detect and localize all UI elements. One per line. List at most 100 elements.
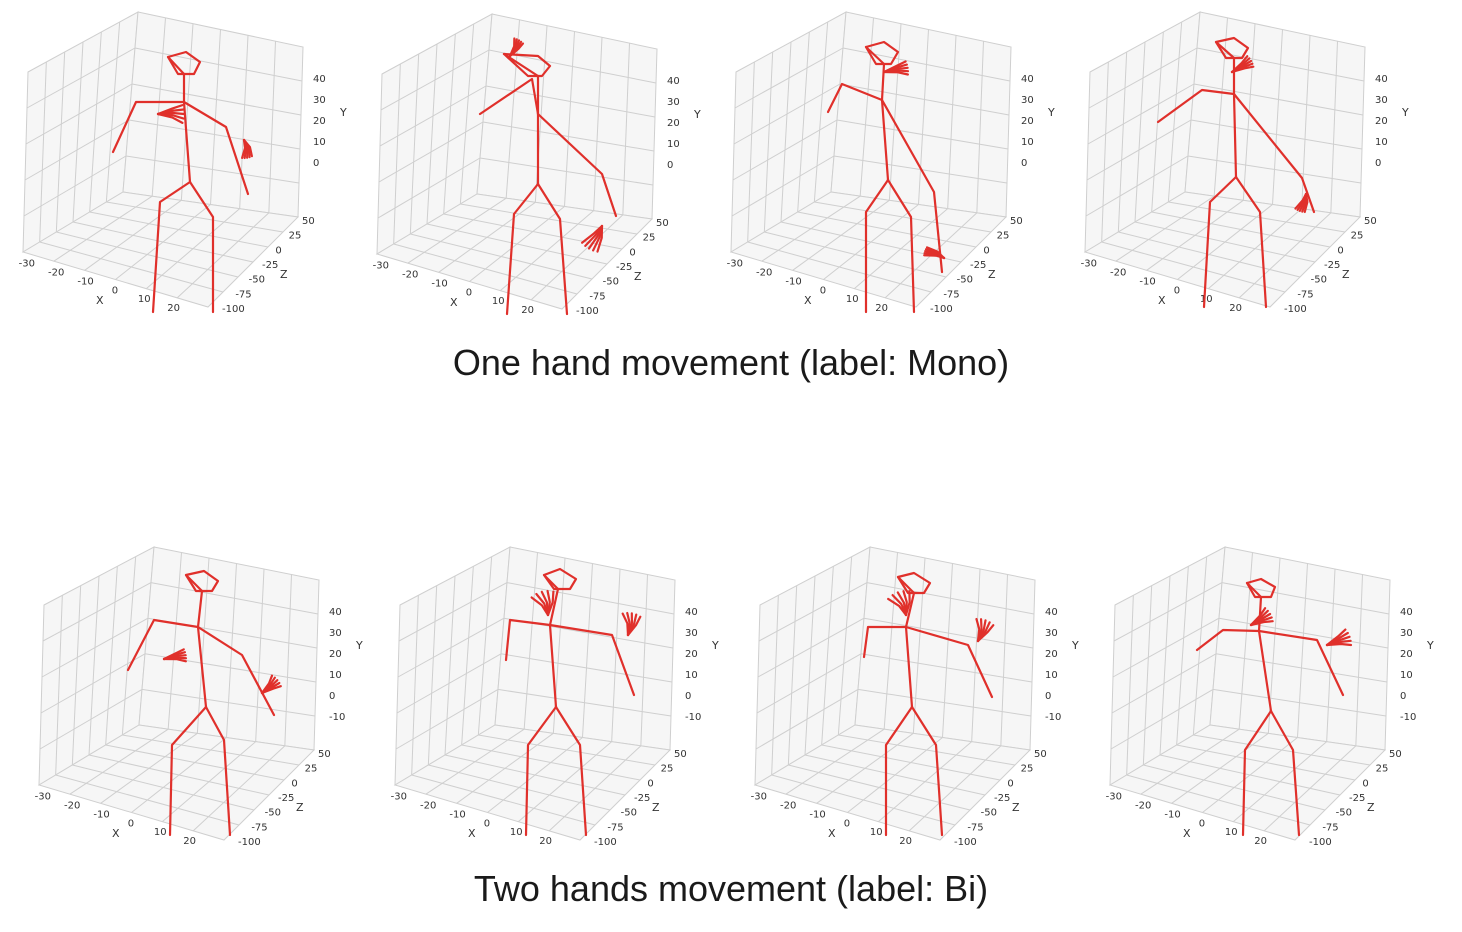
grid-line: [427, 585, 438, 766]
grid-line: [1355, 574, 1363, 746]
z-tick-label: -100: [222, 304, 245, 315]
finger: [1230, 65, 1255, 74]
z-tick-label: -100: [1309, 837, 1332, 848]
grid-line: [1143, 764, 1326, 811]
grid-line: [506, 582, 675, 615]
grid-line: [1168, 201, 1346, 233]
grid-line: [859, 17, 874, 197]
grid-line: [622, 43, 630, 215]
y-tick-label: -10: [329, 712, 345, 723]
grid-line: [482, 121, 655, 152]
z-tick-label: -25: [634, 793, 650, 804]
finger: [626, 615, 642, 637]
y-tick-label: 40: [329, 607, 342, 618]
grid-line: [397, 617, 505, 678]
x-tick-label: -30: [1081, 259, 1097, 270]
skeleton: [504, 567, 642, 837]
z-tick-label: 25: [1021, 764, 1034, 775]
y-tick-label: 10: [1375, 137, 1388, 148]
y-tick-label: 20: [1021, 116, 1034, 127]
grid-line: [1215, 653, 1388, 683]
skeleton-plot-bi-1: -30 -20 -10 0 10 20 X 50 25 0 -25 -50 -75 -100 Z 40 30 20…: [24, 535, 374, 855]
z-axis-label: Z: [1012, 801, 1020, 814]
finger: [508, 42, 525, 58]
plot-canvas: -30-20-1001020X50250-25-50-75-100Z403020…: [391, 546, 719, 848]
grid-line: [411, 774, 596, 826]
grid-line: [837, 556, 853, 736]
grid-line: [918, 29, 929, 205]
z-tick-label: -25: [1324, 260, 1340, 271]
grid-line: [141, 688, 316, 717]
x-tick-label: -10: [449, 809, 465, 820]
grid-line: [105, 566, 118, 746]
y-tick-label: 30: [329, 628, 342, 639]
grid-line: [593, 37, 603, 211]
grid-line: [443, 33, 456, 215]
left-arm: [111, 100, 186, 154]
grid-line: [866, 582, 1035, 615]
grid-line: [461, 744, 641, 781]
right-arm: [536, 112, 618, 218]
grid-line: [23, 155, 127, 217]
grid-line: [72, 221, 254, 263]
head-outline: [1214, 36, 1250, 60]
grid-line: [268, 41, 276, 213]
grid-line: [128, 119, 301, 150]
x-tick-label: -10: [809, 809, 825, 820]
mono-row: -30 -20 -10 0 10 20 X 50 25 0 -25 -50 -75 -100 Z 40 30 20…: [0, 0, 1462, 330]
z-tick-label: -50: [621, 808, 637, 819]
x-tick-label: 20: [1254, 836, 1267, 847]
grid-line: [426, 43, 438, 225]
x-axis-label: X: [450, 296, 458, 309]
grid-line: [1117, 51, 1128, 233]
grid-line: [1326, 568, 1336, 742]
grid-line: [764, 231, 947, 278]
grid-line: [971, 568, 981, 742]
y-axis-label: Y: [711, 639, 719, 652]
skeleton: [1156, 36, 1316, 309]
grid-line: [255, 568, 265, 742]
right-arm: [196, 625, 276, 717]
head-outline: [166, 50, 202, 76]
y-tick-label: 0: [1045, 691, 1051, 702]
grid-line: [814, 201, 992, 233]
z-tick-label: 0: [629, 247, 635, 258]
back-right-pane: [476, 13, 658, 220]
grid-line: [1000, 574, 1008, 746]
z-axis-label: Z: [634, 270, 642, 283]
y-axis-label: Y: [1401, 106, 1409, 119]
finger: [162, 657, 187, 663]
grid-line: [150, 582, 319, 615]
z-tick-label: -100: [930, 304, 953, 315]
grid-line: [780, 41, 792, 223]
z-tick-label: -50: [265, 808, 281, 819]
grid-line: [426, 223, 608, 265]
grid-line: [1196, 47, 1365, 82]
leg: [1241, 709, 1273, 837]
head-link: [502, 52, 540, 78]
z-tick-label: 25: [643, 233, 656, 244]
x-tick-label: 10: [138, 294, 151, 305]
grid-line: [797, 211, 977, 248]
grid-line: [398, 582, 508, 642]
grid-line: [25, 83, 133, 145]
y-tick-label: 10: [313, 137, 326, 148]
x-tick-label: 0: [484, 818, 490, 829]
grid-line: [860, 653, 1033, 683]
z-tick-label: -75: [607, 822, 623, 833]
z-tick-label: -75: [589, 291, 605, 302]
x-tick-label: -10: [1164, 809, 1180, 820]
y-tick-label: 0: [1375, 158, 1381, 169]
grid-line: [582, 563, 593, 738]
x-tick-label: 20: [167, 303, 180, 314]
grid-line: [89, 211, 269, 248]
x-tick-label: -30: [35, 792, 51, 803]
skeleton: [1195, 577, 1353, 837]
y-tick-label: 40: [1400, 607, 1413, 618]
y-tick-label: 10: [1400, 670, 1413, 681]
grid-line: [1193, 734, 1371, 766]
x-tick-label: 20: [875, 303, 888, 314]
z-tick-label: 0: [1007, 778, 1013, 789]
grid-line: [1134, 221, 1316, 263]
grid-line: [1187, 155, 1362, 184]
